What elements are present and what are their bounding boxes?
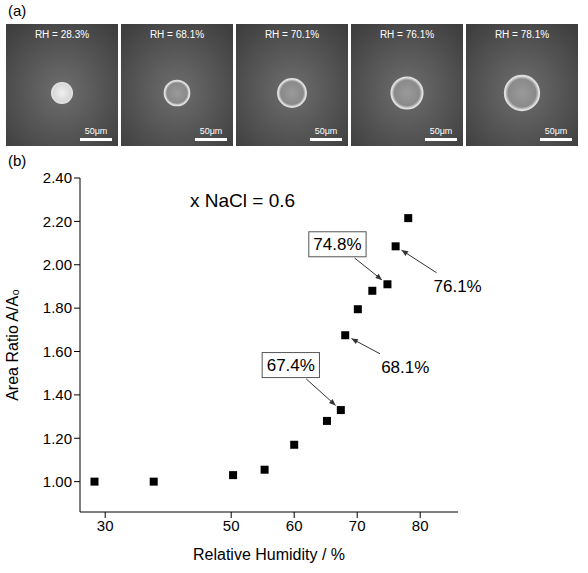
svg-text:Relative Humidity / %: Relative Humidity / % [193,546,345,563]
svg-text:50μm: 50μm [545,126,568,136]
svg-text:68.1%: 68.1% [381,358,429,377]
svg-text:RH = 76.1%: RH = 76.1% [380,29,434,40]
svg-text:50: 50 [223,517,240,534]
svg-text:1.00: 1.00 [43,473,72,490]
svg-text:Area Ratio A/A₀: Area Ratio A/A₀ [4,289,21,401]
html-text:(b): (b) [8,152,27,169]
svg-text:2.00: 2.00 [43,256,72,273]
svg-text:60: 60 [286,517,303,534]
svg-text:50μm: 50μm [200,126,223,136]
svg-text:76.1%: 76.1% [434,277,482,296]
svg-text:RH = 78.1%: RH = 78.1% [495,29,549,40]
svg-text:1.20: 1.20 [43,430,72,447]
svg-text:2.40: 2.40 [43,169,72,186]
svg-text:RH = 70.1%: RH = 70.1% [265,29,319,40]
svg-text:RH = 68.1%: RH = 68.1% [150,29,204,40]
svg-text:1.40: 1.40 [43,386,72,403]
svg-text:50μm: 50μm [430,126,453,136]
svg-text:70: 70 [349,517,366,534]
svg-text:30: 30 [97,517,114,534]
svg-text:RH = 28.3%: RH = 28.3% [35,29,89,40]
svg-text:50μm: 50μm [85,126,108,136]
svg-text:1.60: 1.60 [43,343,72,360]
svg-text:50μm: 50μm [315,126,338,136]
html-text:(a): (a) [8,2,27,19]
html-text:x NaCl = 0.6: x NaCl = 0.6 [190,190,296,211]
svg-text:80: 80 [412,517,429,534]
svg-text:67.4%: 67.4% [267,356,315,375]
svg-text:74.8%: 74.8% [313,235,361,254]
svg-text:1.80: 1.80 [43,299,72,316]
svg-text:2.20: 2.20 [43,213,72,230]
